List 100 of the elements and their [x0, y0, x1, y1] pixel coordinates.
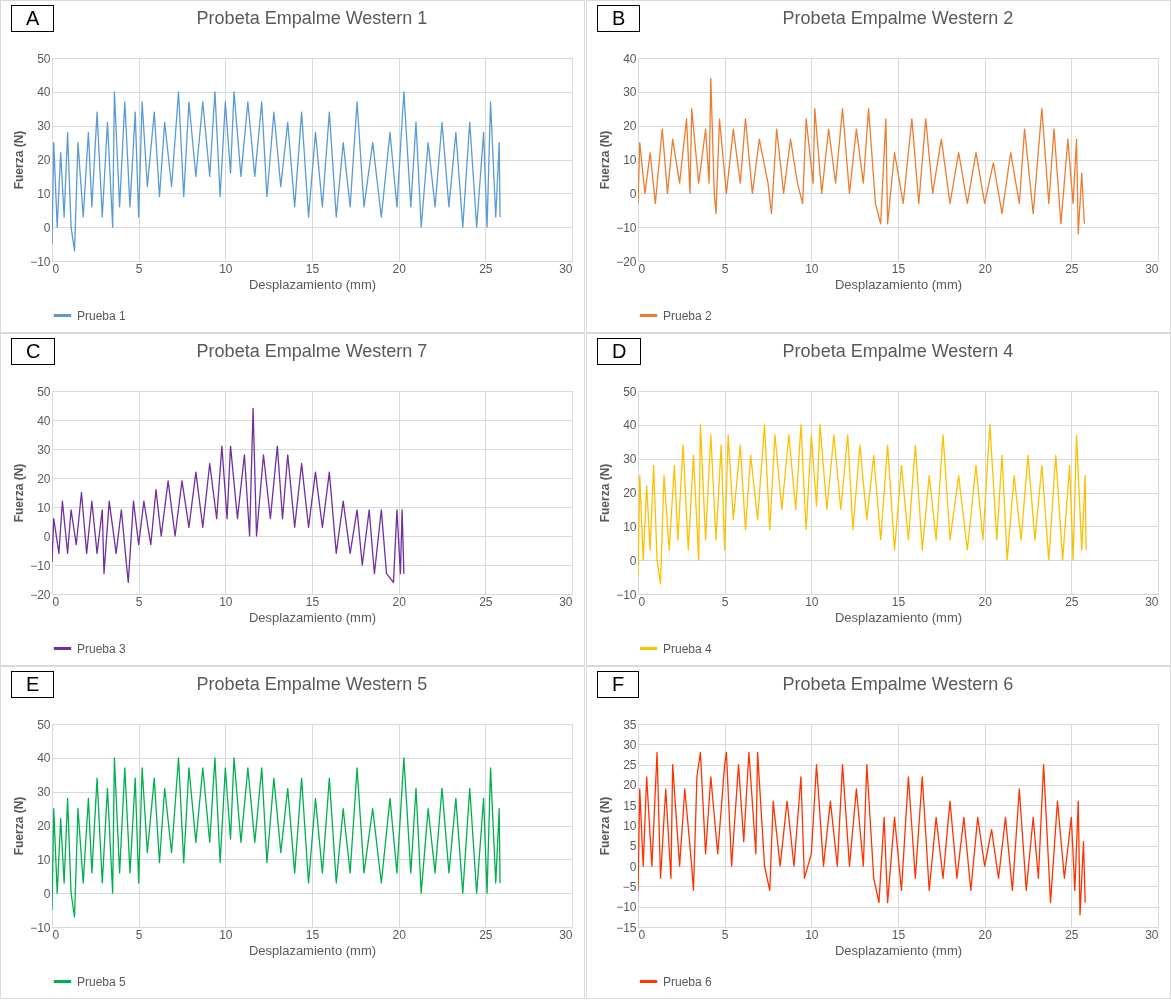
x-tick-label: 20: [392, 594, 407, 609]
y-tick-label: 25: [623, 758, 637, 773]
legend-label: Prueba 6: [663, 974, 713, 989]
y-tick-label: −10: [616, 900, 637, 915]
y-tick-label: 30: [623, 85, 637, 100]
y-tick-label: 40: [623, 418, 637, 433]
y-tick-label: 50: [37, 717, 51, 732]
y-axis-title: Fuerza (N): [12, 463, 27, 523]
line-series: [638, 424, 1087, 585]
y-tick-label: 40: [623, 51, 637, 66]
y-tick-label: 30: [37, 119, 51, 134]
y-tick-label: 40: [37, 85, 51, 100]
y-tick-label: 0: [43, 886, 51, 901]
x-tick-label: 25: [1065, 261, 1079, 276]
line-series: [638, 77, 1085, 235]
x-tick-label: 20: [392, 927, 407, 942]
x-axis-title: Desplazamiento (mm): [834, 942, 963, 958]
y-tick-label: −20: [616, 254, 637, 269]
x-tick-label: 30: [1145, 927, 1159, 942]
x-tick-label: 15: [305, 594, 320, 609]
x-tick-label: 20: [392, 261, 407, 276]
chart-title: Probeta Empalme Western 4: [782, 341, 1014, 361]
text: F: [597, 671, 640, 698]
line-series: [638, 751, 1086, 916]
x-tick-label: 5: [721, 927, 729, 942]
x-tick-label: 15: [891, 927, 906, 942]
y-tick-label: −10: [616, 587, 637, 602]
x-tick-label: 15: [891, 594, 906, 609]
x-tick-label: 10: [805, 594, 819, 609]
x-tick-label: 25: [1065, 927, 1079, 942]
y-tick-label: 0: [43, 529, 51, 544]
x-tick-label: 10: [219, 261, 233, 276]
y-tick-label: −15: [616, 920, 637, 935]
line-series: [52, 91, 501, 252]
x-tick-label: 5: [721, 594, 729, 609]
x-tick-label: 10: [805, 927, 819, 942]
y-axis-title: Fuerza (N): [12, 796, 27, 856]
x-tick-label: 15: [305, 261, 320, 276]
y-tick-label: −10: [30, 254, 51, 269]
text: C: [11, 338, 56, 365]
y-tick-label: −5: [622, 879, 637, 894]
y-tick-label: 20: [37, 153, 51, 167]
x-tick-label: 15: [305, 927, 320, 942]
legend-label: Prueba 1: [77, 308, 127, 323]
y-tick-label: 15: [623, 798, 637, 813]
y-axis-title: Fuerza (N): [598, 130, 613, 190]
x-tick-label: 25: [479, 594, 493, 609]
x-tick-label: 10: [805, 261, 819, 276]
y-tick-label: 50: [623, 384, 637, 399]
chart-title: Probeta Empalme Western 5: [196, 674, 428, 694]
legend-label: Prueba 4: [663, 641, 713, 656]
chart-title: Probeta Empalme Western 1: [196, 8, 428, 28]
x-tick-label: 10: [219, 927, 233, 942]
y-axis-title: Fuerza (N): [12, 130, 27, 190]
y-tick-label: 0: [629, 186, 637, 201]
y-tick-label: 10: [623, 819, 637, 833]
y-tick-label: −20: [30, 587, 51, 602]
x-tick-label: 30: [1145, 261, 1159, 276]
x-axis-title: Desplazamiento (mm): [248, 276, 377, 292]
y-tick-label: 35: [623, 717, 637, 732]
y-tick-label: 10: [37, 852, 51, 867]
y-tick-label: 20: [37, 819, 51, 833]
y-tick-label: 5: [629, 839, 637, 854]
x-tick-label: 20: [978, 927, 993, 942]
x-axis-title: Desplazamiento (mm): [834, 609, 963, 625]
y-tick-label: 0: [43, 220, 51, 235]
y-tick-label: 10: [623, 153, 637, 167]
x-tick-label: 15: [891, 261, 906, 276]
chart-title: Probeta Empalme Western 7: [196, 341, 428, 361]
legend-label: Prueba 5: [77, 974, 127, 989]
x-axis-title: Desplazamiento (mm): [248, 942, 377, 958]
y-tick-label: 40: [37, 751, 51, 766]
x-axis-title: Desplazamiento (mm): [248, 609, 377, 625]
x-tick-label: 30: [1145, 594, 1159, 609]
x-tick-label: 30: [559, 594, 573, 609]
y-axis-title: Fuerza (N): [598, 796, 613, 856]
x-tick-label: 10: [219, 594, 233, 609]
x-tick-label: 5: [135, 594, 143, 609]
x-tick-label: 25: [1065, 594, 1079, 609]
y-tick-label: −10: [616, 220, 637, 235]
y-tick-label: 10: [37, 500, 51, 515]
x-tick-label: 30: [559, 261, 573, 276]
line-series: [52, 407, 405, 584]
x-tick-label: 5: [135, 261, 143, 276]
chart-title: Probeta Empalme Western 6: [782, 674, 1014, 694]
x-tick-label: 30: [559, 927, 573, 942]
y-tick-label: 20: [623, 119, 637, 134]
y-tick-label: 50: [37, 51, 51, 66]
y-tick-label: 30: [37, 785, 51, 800]
y-tick-label: 50: [37, 384, 51, 399]
x-axis-title: Desplazamiento (mm): [834, 276, 963, 292]
text: D: [597, 338, 642, 365]
y-tick-label: 10: [37, 186, 51, 201]
y-tick-label: 30: [37, 442, 51, 457]
text: E: [11, 671, 55, 698]
x-tick-label: 5: [721, 261, 729, 276]
y-tick-label: 30: [623, 737, 637, 752]
x-tick-label: 20: [978, 261, 993, 276]
y-tick-label: −10: [30, 558, 51, 573]
text: A: [11, 5, 55, 32]
